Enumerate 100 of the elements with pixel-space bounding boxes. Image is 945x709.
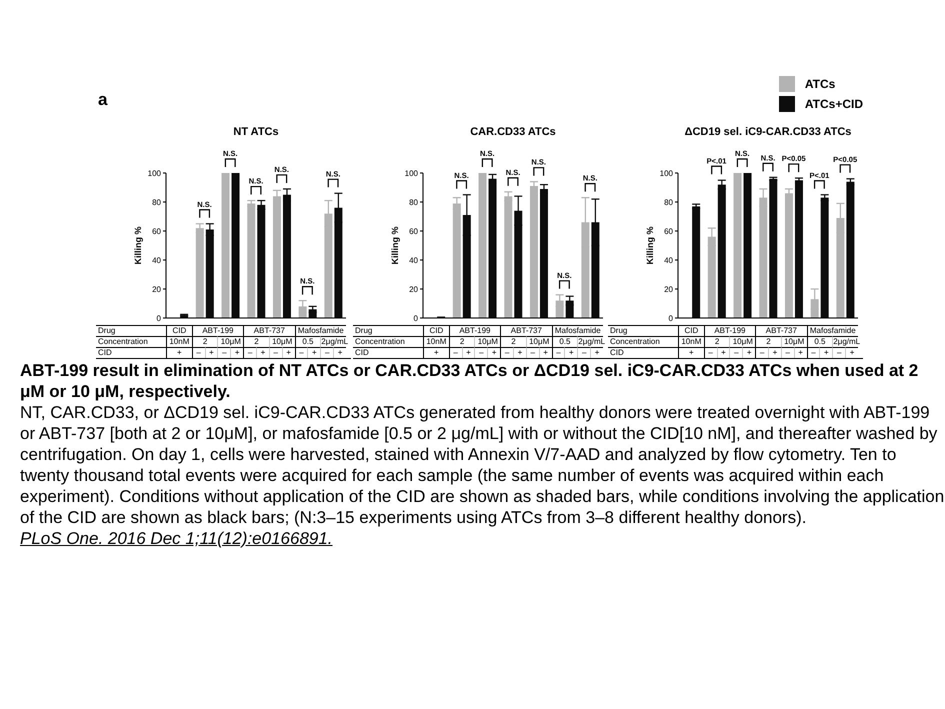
text: – [552,347,564,358]
x-tick-label: 10nM [423,336,449,347]
y-tick-label: 60 [664,226,674,236]
y-axis-title: Killing % [645,226,656,264]
x-tick-label: 2 [448,336,474,347]
text: CID [678,325,704,336]
y-tick-label: 0 [414,314,419,323]
text: Drug [96,325,166,336]
y-axis-title: Killing % [390,226,400,264]
text: Drug [608,325,678,336]
text: + [423,347,449,358]
text: + [256,347,269,358]
x-tick-label: 10μM [780,336,807,347]
y-tick-label: 20 [664,284,674,294]
y-tick-label: 40 [152,256,162,265]
text: + [845,347,858,358]
x-tick-label: 2 [500,336,526,347]
y-tick-label: 100 [404,168,419,178]
x-tick-label: 0.5 [294,336,320,347]
text: – [526,347,539,358]
x-tick-label: 2μg/mL [832,336,860,347]
text: CID [166,325,192,336]
y-tick-label: 20 [152,284,162,294]
text: + [307,347,320,358]
x-tick-label: 10μM [729,336,756,347]
text: + [768,347,781,358]
x-tick-label: 10μM [474,336,500,347]
text: Concentration [353,336,423,347]
x-tick-label: 2 [243,336,269,347]
text: Mafosfamide [552,325,603,336]
text: + [166,347,192,358]
text: – [243,347,256,358]
y-tick-label: 20 [409,284,419,294]
chart-title: NT ATCs [232,126,280,138]
x-tick-label: 10nM [166,336,192,347]
y-tick-label: 100 [660,168,674,178]
y-tick-label: 40 [409,256,419,265]
legend-label: ATCs [804,76,836,92]
text: – [448,347,462,358]
text: a [98,90,108,110]
text: + [487,347,500,358]
y-tick-label: 100 [148,168,162,178]
text: + [590,347,603,358]
text: Concentration [608,336,678,347]
text: – [755,347,768,358]
text: ABT-199 [704,325,756,336]
text: + [564,347,578,358]
text: + [230,347,244,358]
text: Drug [353,325,423,336]
text: ABT-737 [500,325,552,336]
text: – [577,347,590,358]
text: CID [353,347,423,358]
y-tick-label: 0 [668,314,674,323]
text: ABT-199 result in elimination of NT ATCs or CAR.CD33 ATCs or ΔCD19 sel. iC9-CAR.CD33 ATCs when used at 2 μM or 10 μM, respectively. [20,360,920,402]
text: – [500,347,513,358]
text: ABT-199 [192,325,244,336]
text: Mafosfamide [806,325,858,336]
x-tick-label: 0.5 [552,336,578,347]
text: – [474,347,488,358]
y-tick-label: 80 [409,198,419,207]
text: + [204,347,218,358]
text: – [320,347,334,358]
text: – [729,347,742,358]
y-tick-label: 60 [152,226,162,236]
chart-title: CAR.CD33 ATCs [469,126,557,138]
y-tick-label: 60 [409,226,419,236]
text: + [282,347,295,358]
text: + [513,347,526,358]
text: PLoS One. 2016 Dec 1;11(12):e0166891. [20,528,334,549]
text: ABT-737 [755,325,807,336]
x-tick-label: 10nM [678,336,704,347]
text: + [819,347,832,358]
text: – [832,347,846,358]
y-axis-title: Killing % [133,226,144,264]
text: – [806,347,820,358]
text: + [794,347,807,358]
text: Mafosfamide [294,325,346,336]
text: – [704,347,717,358]
text: – [294,347,308,358]
text: + [462,347,474,358]
text: – [268,347,282,358]
text: – [217,347,230,358]
legend-label: ATCs+CID [804,96,863,112]
text: CID [96,347,166,358]
x-tick-label: 10μM [217,336,244,347]
text: ABT-737 [243,325,295,336]
text: – [192,347,205,358]
y-tick-label: 0 [156,314,162,323]
text: CID [423,325,449,336]
text: + [678,347,704,358]
text: + [716,347,730,358]
y-tick-label: 80 [664,198,674,207]
y-tick-label: 80 [152,198,162,207]
chart-title: ΔCD19 sel. iC9-CAR.CD33 ATCs [684,126,852,138]
text: Concentration [96,336,166,347]
text: ABT-199 [448,325,500,336]
x-tick-label: 2 [192,336,218,347]
text: NT, CAR.CD33, or ΔCD19 sel. iC9-CAR.CD33 ATCs generated from healthy donors were treated overnight with ABT-199 or ABT-737 [both at 2 or 10μM], or mafosfamide [0.5 or 2 μg/mL] with or without the CID[10 nM], and thereafter washed by centrifugation. On day 1, cells were harvested, stained with Annexin V/7-AAD and analyzed by flow cytometry. Ten to twenty thousand total events were acquired for each sample (the same number of events was acquired within each experiment). Conditions without application of the CID are shown as shaded bars, while conditions involving the application of the CID are shown as black bars; (N:3–15 experiments using ATCs from 3–8 different healthy donors). [20,402,945,528]
text: + [333,347,346,358]
text: – [780,347,794,358]
